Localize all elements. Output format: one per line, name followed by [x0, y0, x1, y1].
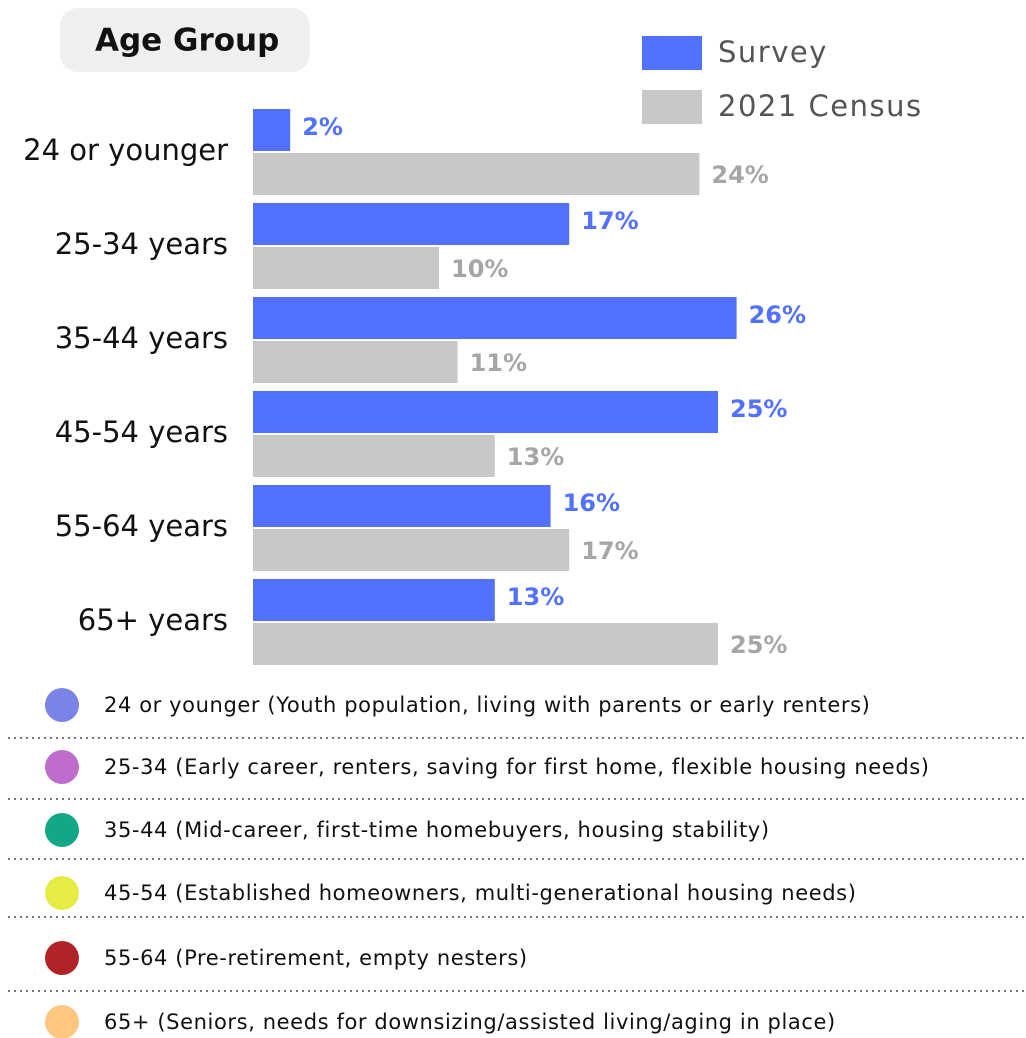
value-label: 17% [581, 537, 638, 565]
note-text: 24 or younger (Youth population, living … [104, 693, 870, 717]
legend-swatch [642, 90, 702, 124]
bar [253, 247, 439, 289]
bar [253, 203, 570, 245]
legend-swatch [642, 36, 702, 70]
bar [253, 391, 718, 433]
value-label: 10% [451, 255, 508, 283]
legend-label: Survey [718, 35, 828, 69]
bar [253, 153, 700, 195]
value-label: 24% [711, 161, 768, 189]
note-dot [45, 688, 79, 722]
value-label: 16% [563, 489, 620, 517]
value-label: 11% [470, 349, 527, 377]
category-label: 55-64 years [55, 509, 228, 543]
value-label: 26% [749, 301, 806, 329]
note-text: 35-44 (Mid-career, first-time homebuyers… [104, 818, 770, 842]
bar [253, 297, 737, 339]
legend-label: 2021 Census [718, 89, 923, 123]
bar [253, 485, 551, 527]
bar [253, 529, 570, 571]
value-label: 25% [730, 395, 787, 423]
note-text: 55-64 (Pre-retirement, empty nesters) [104, 946, 528, 970]
category-label: 35-44 years [55, 321, 228, 355]
value-label: 2% [302, 113, 343, 141]
note-text: 45-54 (Established homeowners, multi-gen… [104, 881, 857, 905]
category-label: 65+ years [78, 603, 228, 637]
category-label: 24 or younger [23, 133, 228, 167]
note-dot [45, 750, 79, 784]
note-text: 65+ (Seniors, needs for downsizing/assis… [104, 1010, 836, 1034]
bar [253, 109, 291, 151]
note-dot [45, 1005, 79, 1038]
note-text: 25-34 (Early career, renters, saving for… [104, 755, 930, 779]
note-dot [45, 813, 79, 847]
value-label: 13% [507, 443, 564, 471]
category-label: 45-54 years [55, 415, 228, 449]
category-label: 25-34 years [55, 227, 228, 261]
title-box [60, 8, 310, 72]
bar [253, 435, 495, 477]
bar [253, 623, 718, 665]
value-label: 17% [581, 207, 638, 235]
value-label: 25% [730, 631, 787, 659]
chart-title: Age Group [95, 23, 279, 59]
value-label: 13% [507, 583, 564, 611]
bar [253, 341, 458, 383]
bar [253, 579, 495, 621]
note-dot [45, 876, 79, 910]
note-dot [45, 941, 79, 975]
